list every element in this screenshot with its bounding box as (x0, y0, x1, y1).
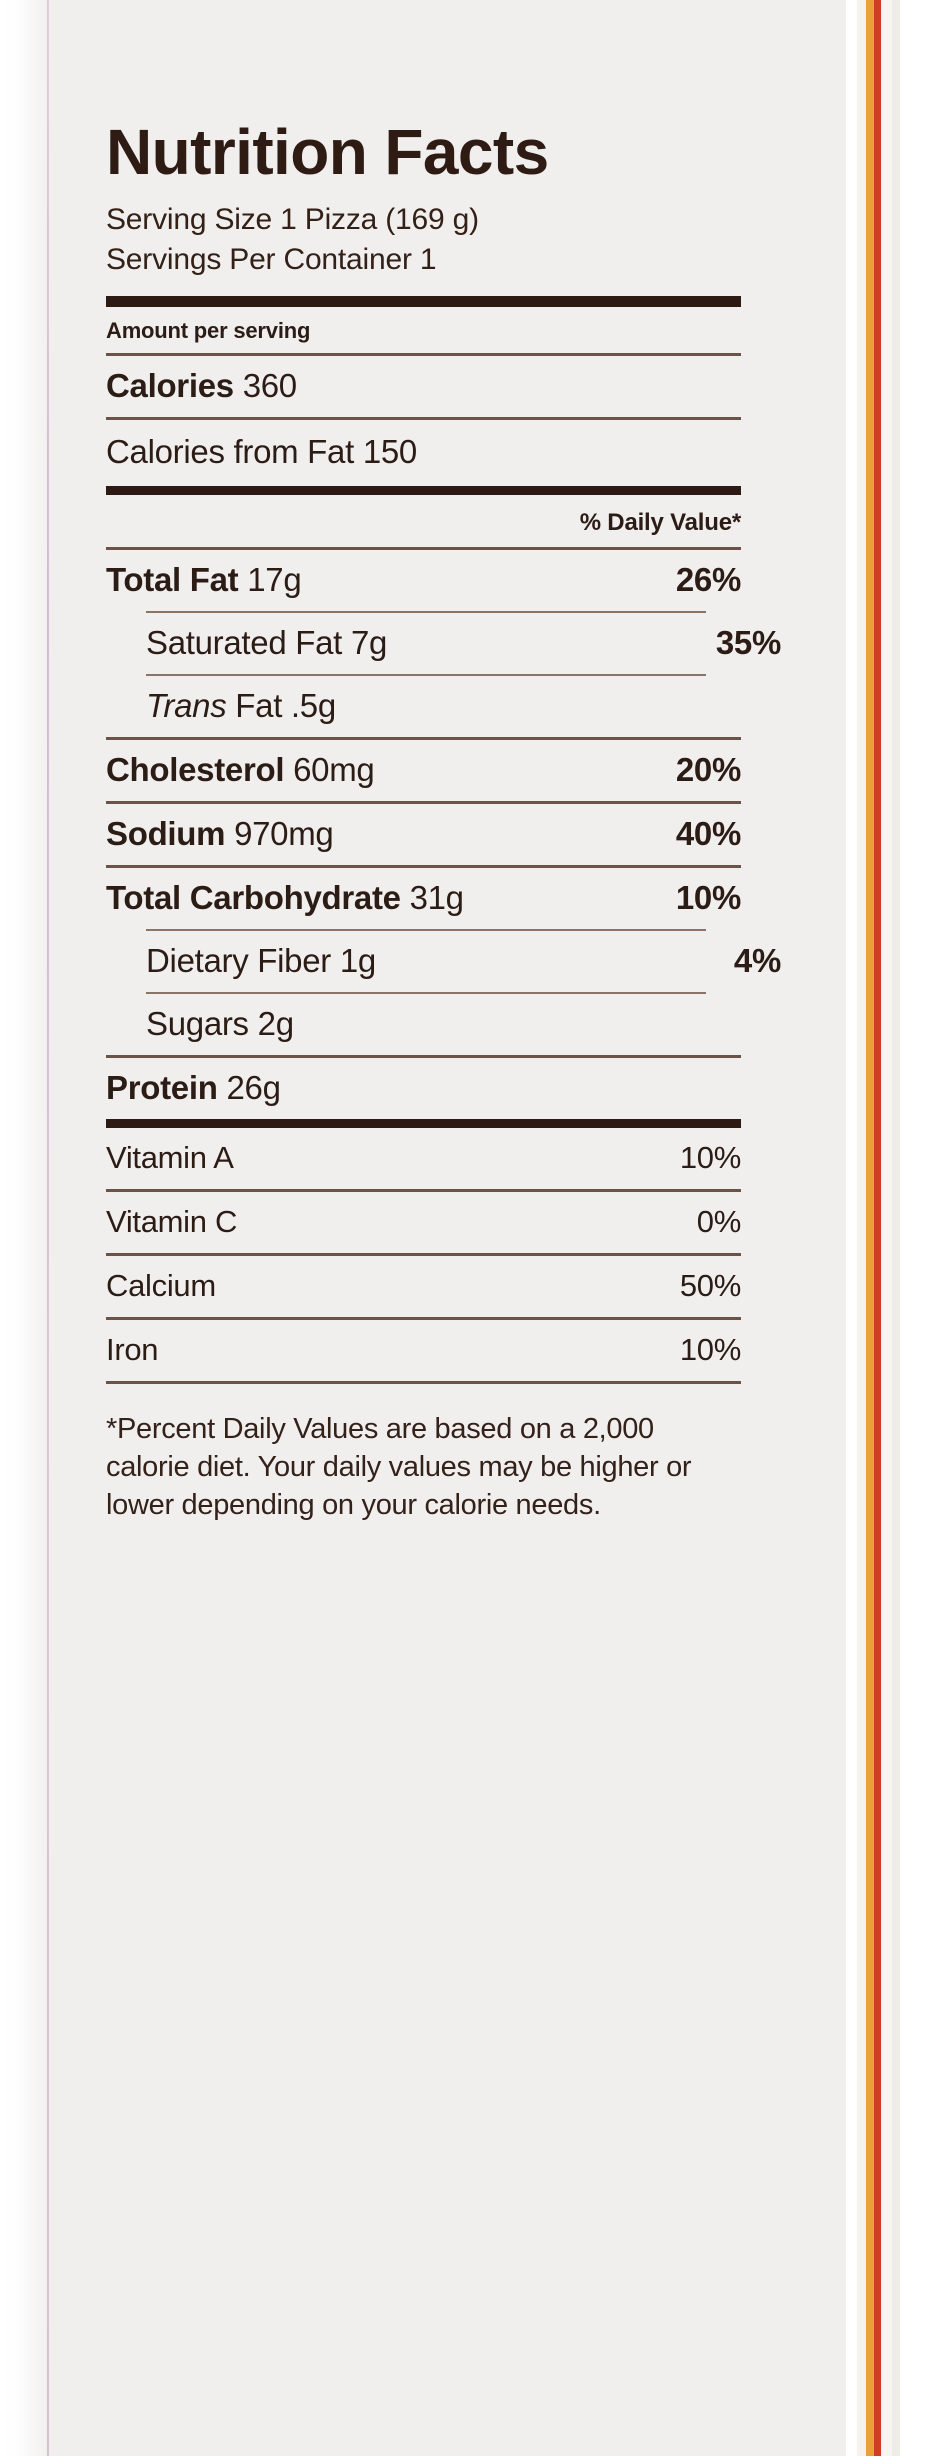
nutrient-dv-cholesterol: 20% (675, 751, 741, 788)
nutrient-label: Sodium (106, 815, 226, 852)
rule-below-protein (106, 1119, 741, 1128)
nutrient-row-sodium: Sodium 970mg 40% (106, 804, 741, 865)
calories-row: Calories 360 (106, 356, 848, 417)
edge-stripe-white (881, 0, 892, 2456)
nutrient-amount: 31g (409, 879, 464, 916)
nutrient-label: Cholesterol (106, 751, 285, 788)
nutrient-amount: 2g (257, 1005, 294, 1042)
nutrition-facts-title: Nutrition Facts (106, 116, 549, 188)
rule-below-trans-fat (106, 737, 741, 740)
nutrient-dv-sodium: 40% (675, 815, 741, 852)
nutrient-label: Saturated Fat (146, 624, 343, 661)
nutrient-label: Protein (106, 1069, 218, 1106)
servings-per-container-line: Servings Per Container 1 (106, 243, 437, 276)
nutrient-name-cholesterol: Cholesterol 60mg (106, 749, 375, 791)
edge-stripe-light (857, 0, 866, 2456)
nutrient-name-total-fat: Total Fat 17g (106, 559, 302, 601)
nutrient-name-saturated-fat: Saturated Fat 7g (146, 622, 387, 664)
vitamin-name-calcium: Calcium (106, 1268, 216, 1303)
nutrient-dv-saturated-fat: 35% (715, 624, 781, 661)
nutrient-amount: 26g (226, 1069, 281, 1106)
rule-below-sodium (106, 865, 741, 868)
nutrient-row-saturated-fat: Saturated Fat 7g 35% (106, 613, 781, 674)
nutrient-amount: 970mg (234, 815, 334, 852)
nutrient-name-dietary-fiber: Dietary Fiber 1g (146, 940, 376, 982)
vitamin-dv-vitamin-a: 10% (679, 1140, 741, 1175)
edge-stripe-red (874, 0, 881, 2456)
nutrition-panel-background (49, 0, 847, 2456)
calories-label: Calories (106, 367, 234, 404)
rule-below-daily-value-header (106, 547, 741, 550)
rule-below-sugars (106, 1055, 741, 1058)
calories-from-fat-row: Calories from Fat 150 (106, 433, 417, 470)
vitamin-row-vitamin-a: Vitamin A 10% (106, 1128, 741, 1189)
vitamin-row-calcium: Calcium 50% (106, 1256, 741, 1317)
vitamin-row-iron: Iron 10% (106, 1320, 741, 1381)
rule-below-iron (106, 1381, 741, 1384)
nutrition-facts-label: Nutrition Facts Serving Size 1 Pizza (16… (106, 0, 848, 1524)
rule-below-total-fat (146, 611, 706, 613)
package-right-edge (846, 0, 944, 2456)
rule-below-vitamin-a (106, 1189, 741, 1192)
serving-size-line: Serving Size 1 Pizza (169 g) (106, 203, 479, 236)
nutrient-dv-dietary-fiber: 4% (733, 942, 781, 979)
nutrient-row-trans-fat: Trans Fat .5g (106, 676, 781, 737)
daily-value-header: % Daily Value* (579, 509, 741, 536)
package-left-edge-rule (47, 0, 49, 2456)
nutrient-label: Total Carbohydrate (106, 879, 401, 916)
rule-below-amount-per-serving (106, 353, 741, 356)
nutrient-row-sugars: Sugars 2g (106, 994, 781, 1055)
rule-below-serving-info (106, 296, 741, 307)
nutrient-label: Total Fat (106, 561, 239, 598)
nutrient-row-protein: Protein 26g (106, 1058, 741, 1119)
nutrient-label: Sugars (146, 1005, 249, 1042)
vitamin-row-vitamin-c: Vitamin C 0% (106, 1192, 741, 1253)
rule-below-calcium (106, 1317, 741, 1320)
serving-info-block: Serving Size 1 Pizza (169 g) Servings Pe… (106, 190, 848, 286)
nutrient-row-dietary-fiber: Dietary Fiber 1g 4% (106, 931, 781, 992)
vitamin-name-vitamin-a: Vitamin A (106, 1140, 234, 1175)
nutrient-row-total-fat: Total Fat 17g 26% (106, 550, 741, 611)
nutrient-amount: 1g (339, 942, 376, 979)
nutrient-amount: 17g (247, 561, 302, 598)
vitamin-dv-vitamin-c: 0% (696, 1204, 742, 1239)
nutrient-row-total-carbohydrate: Total Carbohydrate 31g 10% (106, 868, 741, 929)
edge-stripe-grey (892, 0, 900, 2456)
nutrient-amount: 7g (350, 624, 388, 661)
nutrient-name-total-carbohydrate: Total Carbohydrate 31g (106, 877, 464, 919)
rule-below-calories-from-fat (106, 486, 741, 495)
rule-below-saturated-fat (146, 674, 706, 676)
nutrient-dv-total-fat: 26% (675, 561, 741, 598)
daily-value-footnote: *Percent Daily Values are based on a 2,0… (106, 1413, 692, 1521)
nutrient-name-sugars: Sugars 2g (146, 1003, 294, 1045)
nutrient-amount: Fat .5g (235, 687, 336, 724)
package-left-edge (0, 0, 48, 2456)
nutrient-name-trans-fat: Trans Fat .5g (146, 685, 336, 727)
rule-below-total-carbohydrate (146, 929, 706, 931)
edge-stripe-orange (866, 0, 874, 2456)
nutrient-name-protein: Protein 26g (106, 1067, 281, 1109)
nutrient-name-sodium: Sodium 970mg (106, 813, 334, 855)
rule-below-vitamin-c (106, 1253, 741, 1256)
nutrient-label: Trans (146, 687, 227, 724)
nutrient-label: Dietary Fiber (146, 942, 331, 979)
nutrient-dv-total-carbohydrate: 10% (675, 879, 741, 916)
rule-below-dietary-fiber (146, 992, 706, 994)
calories-value: 360 (242, 367, 297, 404)
vitamin-dv-calcium: 50% (679, 1268, 741, 1303)
rule-below-cholesterol (106, 801, 741, 804)
nutrient-amount: 60mg (293, 751, 375, 788)
vitamin-dv-iron: 10% (679, 1332, 741, 1367)
amount-per-serving-label: Amount per serving (106, 318, 311, 343)
vitamin-name-vitamin-c: Vitamin C (106, 1204, 238, 1239)
vitamin-name-iron: Iron (106, 1332, 159, 1367)
nutrient-row-cholesterol: Cholesterol 60mg 20% (106, 740, 741, 801)
rule-below-calories (106, 417, 741, 420)
